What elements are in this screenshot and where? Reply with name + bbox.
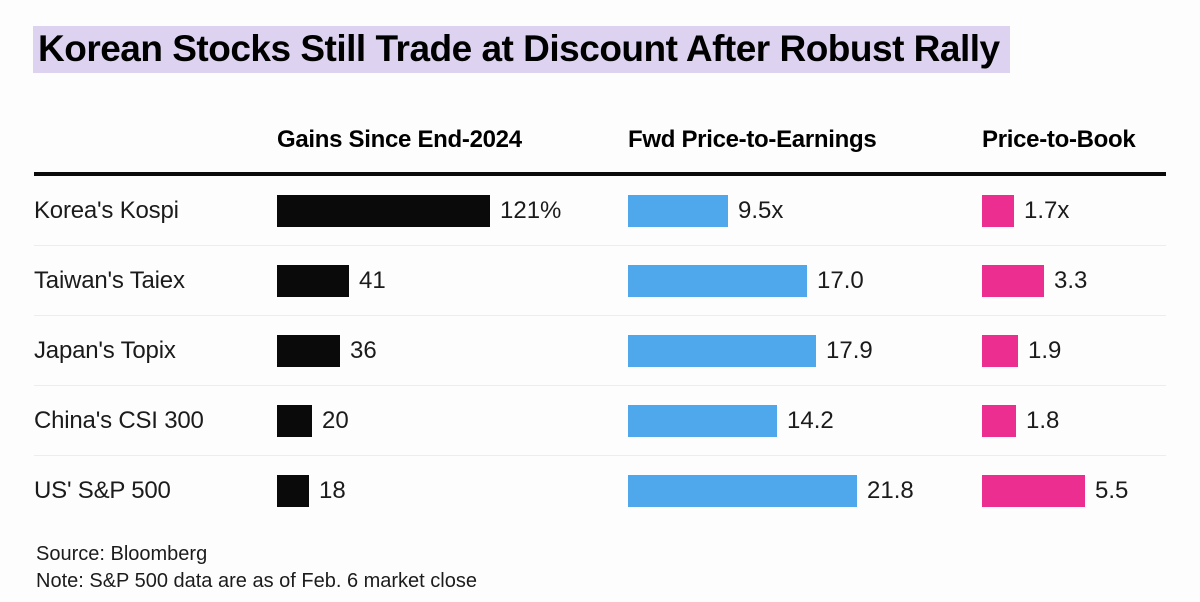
gains-bar xyxy=(277,404,312,437)
table-row: Japan's Topix 36 17.9 1.9 xyxy=(34,316,1166,386)
pe-cell: 17.0 xyxy=(628,264,982,297)
pb-cell: 3.3 xyxy=(982,264,1166,297)
pb-value: 1.9 xyxy=(1028,336,1062,364)
gains-value: 41 xyxy=(359,266,386,294)
table-row: Taiwan's Taiex 41 17.0 3.3 xyxy=(34,246,1166,316)
gains-cell: 18 xyxy=(277,474,628,507)
gains-cell: 36 xyxy=(277,334,628,367)
pe-cell: 14.2 xyxy=(628,404,982,437)
row-label: Japan's Topix xyxy=(34,336,176,364)
gains-cell: 20 xyxy=(277,404,628,437)
pe-bar xyxy=(628,264,807,297)
row-label: China's CSI 300 xyxy=(34,406,204,434)
table-row: Korea's Kospi 121% 9.5x 1.7x xyxy=(34,176,1166,246)
pe-value: 9.5x xyxy=(738,196,784,224)
column-header-gains: Gains Since End-2024 xyxy=(277,126,522,153)
table-row: US' S&P 500 18 21.8 5.5 xyxy=(34,456,1166,525)
pe-bar xyxy=(628,474,857,507)
pe-cell: 21.8 xyxy=(628,474,982,507)
row-label: Taiwan's Taiex xyxy=(34,266,185,294)
pe-value: 21.8 xyxy=(867,476,914,504)
chart-footer: Source: Bloomberg Note: S&P 500 data are… xyxy=(36,541,1166,595)
gains-cell: 41 xyxy=(277,264,628,297)
pb-cell: 1.7x xyxy=(982,194,1166,227)
pb-value: 1.8 xyxy=(1026,406,1060,434)
pb-cell: 1.9 xyxy=(982,334,1166,367)
row-label-cell: Japan's Topix xyxy=(34,337,277,365)
row-label-cell: Korea's Kospi xyxy=(34,197,277,225)
source-line: Source: Bloomberg xyxy=(36,543,208,565)
table-row: China's CSI 300 20 14.2 1.8 xyxy=(34,386,1166,456)
row-label: Korea's Kospi xyxy=(34,196,179,224)
gains-value: 18 xyxy=(319,476,346,504)
page-title: Korean Stocks Still Trade at Discount Af… xyxy=(33,26,1010,73)
pe-value: 14.2 xyxy=(787,406,834,434)
gains-bar xyxy=(277,334,340,367)
row-label-cell: Taiwan's Taiex xyxy=(34,267,277,295)
column-header-row: Gains Since End-2024 Fwd Price-to-Earnin… xyxy=(34,73,1166,176)
row-label: US' S&P 500 xyxy=(34,476,171,504)
pb-value: 1.7x xyxy=(1024,196,1070,224)
pb-bar xyxy=(982,194,1014,227)
gains-bar xyxy=(277,264,349,297)
gains-bar xyxy=(277,194,490,227)
pe-bar xyxy=(628,334,816,367)
chart-rows: Korea's Kospi 121% 9.5x 1.7x Taiwan's Taiex 4… xyxy=(34,176,1166,525)
pb-cell: 1.8 xyxy=(982,404,1166,437)
gains-value: 36 xyxy=(350,336,377,364)
gains-cell: 121% xyxy=(277,194,628,227)
pe-bar xyxy=(628,194,728,227)
row-label-cell: US' S&P 500 xyxy=(34,477,277,505)
pb-value: 5.5 xyxy=(1095,476,1129,504)
pe-value: 17.9 xyxy=(826,336,873,364)
gains-bar xyxy=(277,474,309,507)
pb-cell: 5.5 xyxy=(982,474,1166,507)
pb-bar xyxy=(982,404,1016,437)
column-header-pe: Fwd Price-to-Earnings xyxy=(628,126,877,153)
gains-value: 20 xyxy=(322,406,349,434)
pe-bar xyxy=(628,404,777,437)
pe-cell: 9.5x xyxy=(628,194,982,227)
row-label-cell: China's CSI 300 xyxy=(34,407,277,435)
pb-bar xyxy=(982,264,1044,297)
pb-bar xyxy=(982,474,1085,507)
pb-value: 3.3 xyxy=(1054,266,1088,294)
column-header-pb: Price-to-Book xyxy=(982,126,1136,153)
title-bar: Korean Stocks Still Trade at Discount Af… xyxy=(0,0,1200,73)
pe-value: 17.0 xyxy=(817,266,864,294)
pb-bar xyxy=(982,334,1018,367)
note-line: Note: S&P 500 data are as of Feb. 6 mark… xyxy=(36,570,477,592)
gains-value: 121% xyxy=(500,196,562,224)
pe-cell: 17.9 xyxy=(628,334,982,367)
